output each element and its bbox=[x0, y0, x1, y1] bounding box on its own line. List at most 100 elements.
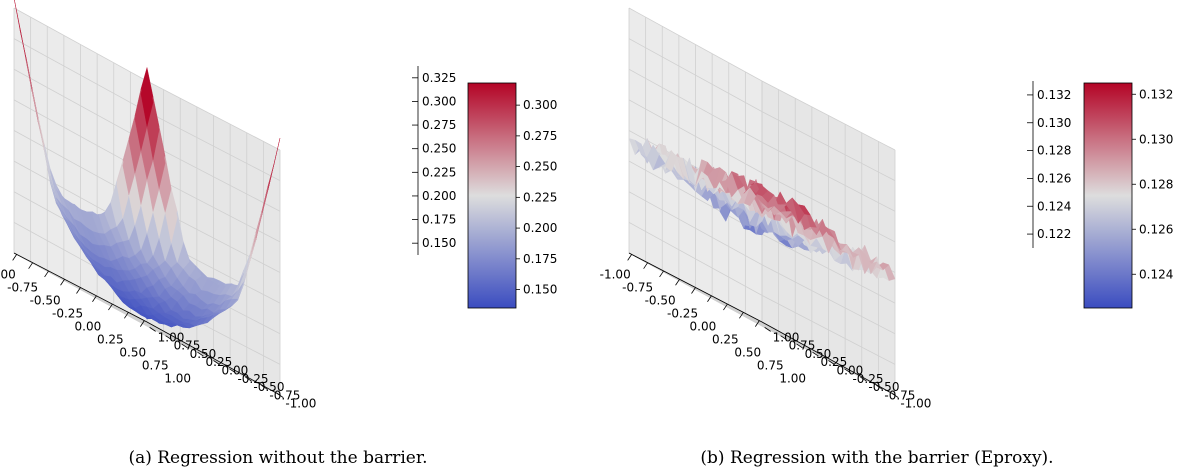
x-tick-mark bbox=[755, 320, 760, 327]
z-tick-label: 0.130 bbox=[1037, 116, 1071, 130]
y-tick-label: -0.50 bbox=[253, 380, 284, 394]
y-tick-mark bbox=[796, 343, 803, 349]
y-tick-mark bbox=[165, 335, 172, 340]
y-tick-mark bbox=[892, 393, 899, 398]
wall-gridline bbox=[146, 80, 281, 151]
y-tick-mark bbox=[229, 368, 236, 374]
y-tick-label: 0.00 bbox=[837, 364, 864, 378]
wall-gridline bbox=[761, 111, 896, 181]
wall-gridline bbox=[628, 7, 763, 82]
x-tick-label: -1.00 bbox=[0, 267, 16, 281]
x-tick-label: -0.50 bbox=[645, 293, 676, 307]
wall-gridline bbox=[13, 7, 148, 82]
wall-gridline bbox=[13, 38, 148, 112]
z-tick-label: 0.124 bbox=[1037, 199, 1071, 213]
y-tick-label: -0.75 bbox=[269, 388, 300, 402]
x-tick-mark bbox=[707, 295, 712, 303]
colorbar-tick-label: 0.126 bbox=[1139, 222, 1173, 236]
x-tick-label: -0.75 bbox=[7, 280, 38, 294]
z-tick-label: 0.225 bbox=[422, 165, 456, 179]
colorbar-tick-label: 0.128 bbox=[1139, 177, 1173, 191]
y-tick-label: 0.75 bbox=[789, 339, 816, 353]
panel-b: 0.1220.1240.1260.1280.1300.132-1.00-0.75… bbox=[600, 7, 1173, 411]
wall-gridline bbox=[628, 191, 763, 266]
x-tick-mark bbox=[124, 312, 129, 319]
x-tick-label: 0.50 bbox=[119, 346, 146, 360]
x-tick-label: -0.25 bbox=[52, 306, 83, 320]
y-tick-mark bbox=[197, 351, 204, 357]
x-tick-mark bbox=[643, 262, 648, 269]
z-tick-label: 0.128 bbox=[1037, 144, 1071, 158]
colorbar-tick-label: 0.132 bbox=[1139, 87, 1173, 101]
caption-a: (a) Regression without the barrier. bbox=[128, 448, 427, 468]
wall-gridline bbox=[761, 80, 896, 151]
x-tick-label: 0.00 bbox=[75, 320, 102, 334]
y-tick-mark bbox=[261, 385, 268, 390]
x-tick-mark bbox=[28, 262, 33, 269]
wall-gridline bbox=[146, 141, 281, 212]
x-tick-mark bbox=[659, 270, 664, 278]
wall-gridline bbox=[761, 264, 896, 335]
z-tick-label: 0.122 bbox=[1037, 227, 1071, 241]
floor-gridline bbox=[30, 261, 164, 335]
y-tick-label: 0.75 bbox=[174, 339, 201, 353]
y-tick-mark bbox=[181, 343, 188, 349]
x-tick-label: 0.50 bbox=[734, 346, 761, 360]
x-tick-mark bbox=[76, 287, 81, 294]
z-tick-label: 0.132 bbox=[1037, 88, 1071, 102]
x-tick-mark bbox=[92, 295, 97, 303]
colorbar-tick-label: 0.200 bbox=[523, 221, 557, 235]
y-tick-mark bbox=[828, 360, 835, 365]
x-tick-label: -0.50 bbox=[30, 293, 61, 307]
y-tick-mark bbox=[812, 351, 819, 357]
y-axis-line bbox=[761, 321, 896, 396]
x-tick-label: 1.00 bbox=[164, 372, 191, 386]
wall-gridline bbox=[13, 252, 148, 327]
colorbar-tick-label: 0.130 bbox=[1139, 132, 1173, 146]
wall-gridline bbox=[761, 172, 896, 243]
x-tick-mark bbox=[627, 254, 632, 261]
colorbar-tick-label: 0.250 bbox=[523, 160, 557, 174]
y-tick-label: 0.50 bbox=[805, 347, 832, 361]
wall-gridline bbox=[761, 141, 896, 212]
wall-gridline bbox=[628, 68, 763, 143]
wall-gridline bbox=[628, 160, 763, 235]
y-tick-label: -0.25 bbox=[237, 372, 268, 386]
colorbar-tick-label: 0.300 bbox=[523, 98, 557, 112]
y-tick-mark bbox=[876, 385, 883, 390]
y-tick-label: 0.25 bbox=[206, 355, 233, 369]
surface-facet bbox=[140, 69, 154, 127]
y-tick-label: -1.00 bbox=[900, 397, 931, 411]
y-tick-label: 0.25 bbox=[821, 355, 848, 369]
y-tick-label: 0.00 bbox=[222, 364, 249, 378]
panel-a: 0.150 0.175 0.200 0.225 0.250 0.275 0.300 0.325… bbox=[0, 0, 557, 411]
x-tick-label: 1.00 bbox=[779, 372, 806, 386]
caption-b: (b) Regression with the barrier (Eproxy)… bbox=[700, 448, 1053, 468]
y-tick-mark bbox=[860, 376, 867, 382]
colorbar-tick-label: 0.275 bbox=[523, 129, 557, 143]
y-tick-mark bbox=[245, 376, 252, 382]
colorbar-tick-label: 0.225 bbox=[523, 190, 557, 204]
x-tick-mark bbox=[140, 320, 145, 327]
z-tick-label: 0.175 bbox=[422, 213, 456, 227]
wall-gridline bbox=[628, 38, 763, 112]
x-tick-mark bbox=[12, 254, 17, 261]
wall-gridline bbox=[761, 233, 896, 304]
floor-gridline bbox=[645, 261, 779, 335]
y-tick-label: 1.00 bbox=[158, 330, 185, 344]
x-tick-mark bbox=[108, 303, 113, 311]
z-tick-label: 0.126 bbox=[1037, 171, 1071, 185]
z-tick-label: 0.275 bbox=[422, 118, 456, 132]
wall-gridline bbox=[146, 111, 281, 181]
surface-facet bbox=[755, 185, 769, 197]
x-tick-mark bbox=[44, 270, 49, 278]
y-tick-label: -0.50 bbox=[868, 380, 899, 394]
z-tick-label: 0.325 bbox=[422, 71, 456, 85]
x-tick-label: -0.25 bbox=[667, 306, 698, 320]
y-axis-line bbox=[146, 321, 281, 396]
z-tick-label: 0.200 bbox=[422, 189, 456, 203]
y-tick-label: -0.25 bbox=[852, 372, 883, 386]
z-tick-label: 0.150 bbox=[422, 236, 456, 250]
y-tick-mark bbox=[844, 368, 851, 374]
